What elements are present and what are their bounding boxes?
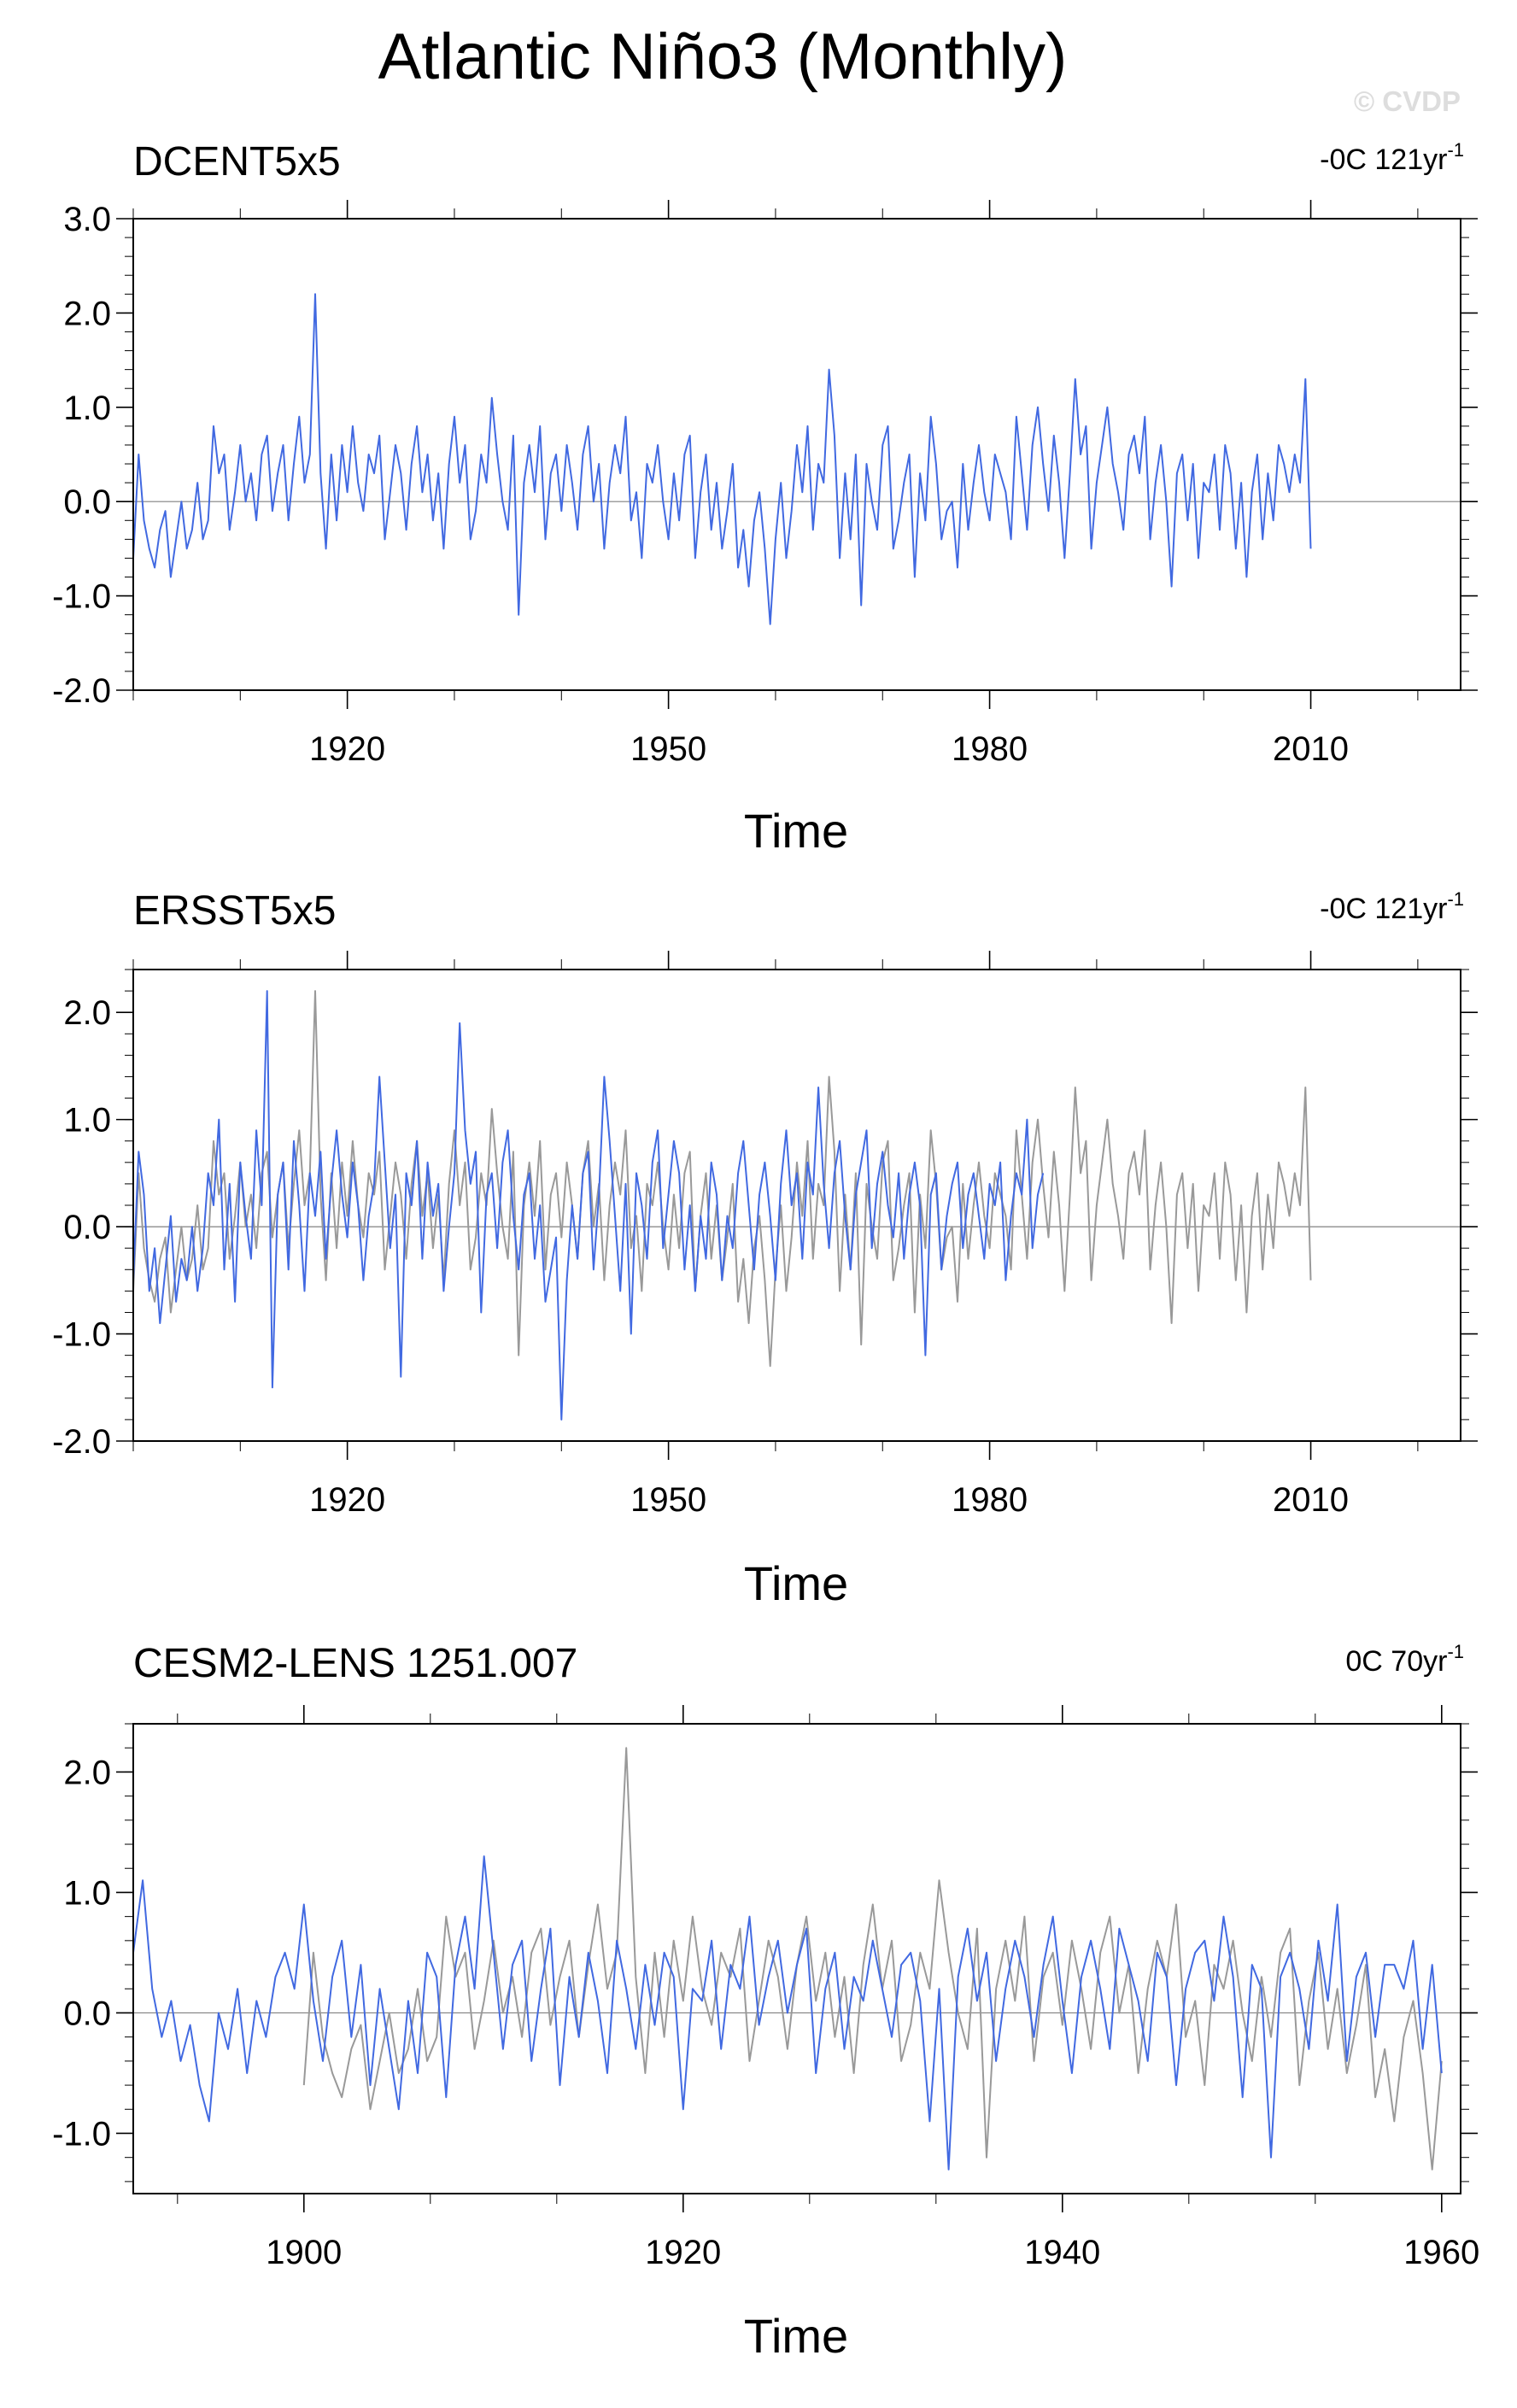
y-tick-label: 2.0 xyxy=(63,994,111,1032)
x-tick-label: 1950 xyxy=(630,730,706,768)
y-tick-label: 1.0 xyxy=(63,1874,111,1912)
x-axis-title: Time xyxy=(744,804,848,858)
trend-text: 0C 70yr xyxy=(1345,1645,1447,1678)
panel-ersst5x5: ERSST5x5 -0C 121yr-1 Time -2.0 -1.0 0.0 1.0… xyxy=(52,888,1478,1610)
x-tick-label: 1920 xyxy=(645,2234,721,2271)
x-tick-label: 1960 xyxy=(1403,2234,1479,2271)
y-tick-label: -1.0 xyxy=(52,578,111,616)
trend-exponent: -1 xyxy=(1447,888,1464,910)
y-tick-label: -2.0 xyxy=(52,672,111,710)
primary-series-line xyxy=(132,293,1312,625)
x-tick-label: 1980 xyxy=(952,1481,1028,1519)
y-tick-label: 3.0 xyxy=(63,201,111,238)
plot-frame xyxy=(132,969,1461,1442)
trend-text: -0C 121yr xyxy=(1320,893,1447,925)
y-tick-label: 0.0 xyxy=(63,1995,111,2032)
trend-label: 0C 70yr-1 xyxy=(1345,1641,1464,1678)
trend-label: -0C 121yr-1 xyxy=(1320,139,1464,176)
x-tick-label: 1980 xyxy=(952,730,1028,768)
y-tick-label: -1.0 xyxy=(52,1316,111,1354)
x-tick-label: 1900 xyxy=(266,2234,342,2271)
y-tick-label: 1.0 xyxy=(63,390,111,427)
primary-series-line xyxy=(132,1855,1443,2171)
trend-exponent: -1 xyxy=(1447,139,1464,161)
x-tick-label: 1950 xyxy=(630,1481,706,1519)
panel-cesm2-lens-1251-007: CESM2-LENS 1251.007 0C 70yr-1 Time -1.0 0… xyxy=(52,1641,1479,2363)
panel-title: ERSST5x5 xyxy=(133,888,336,934)
y-tick-label: 2.0 xyxy=(63,1754,111,1791)
panel-title: DCENT5x5 xyxy=(133,139,341,185)
x-axis-title: Time xyxy=(744,1556,848,1610)
x-tick-label: 1920 xyxy=(309,730,385,768)
plot-frame xyxy=(132,1723,1461,2194)
y-tick-label: 0.0 xyxy=(63,483,111,521)
x-tick-label: 1920 xyxy=(309,1481,385,1519)
x-tick-label: 2010 xyxy=(1273,1481,1349,1519)
panel-title: CESM2-LENS 1251.007 xyxy=(133,1641,577,1686)
x-axis-title: Time xyxy=(744,2309,848,2363)
trend-label: -0C 121yr-1 xyxy=(1320,888,1464,925)
figure-title: Atlantic Niño3 (Monthly) xyxy=(378,21,1068,93)
comparison-series-line xyxy=(302,1747,1443,2171)
x-tick-label: 1940 xyxy=(1024,2234,1100,2271)
primary-series-line xyxy=(132,990,1045,1421)
y-tick-label: 1.0 xyxy=(63,1102,111,1140)
trend-exponent: -1 xyxy=(1447,1641,1464,1662)
y-tick-label: -2.0 xyxy=(52,1423,111,1461)
y-tick-label: -1.0 xyxy=(52,2115,111,2153)
x-tick-label: 2010 xyxy=(1273,730,1349,768)
plot-frame xyxy=(132,218,1461,691)
y-tick-label: 2.0 xyxy=(63,295,111,332)
panel-dcent5x5: DCENT5x5 -0C 121yr-1 Time -2.0 -1.0 0.0 1.0… xyxy=(52,139,1478,858)
y-tick-label: 0.0 xyxy=(63,1209,111,1246)
trend-text: -0C 121yr xyxy=(1320,144,1447,176)
watermark-text: © CVDP xyxy=(1354,85,1461,117)
